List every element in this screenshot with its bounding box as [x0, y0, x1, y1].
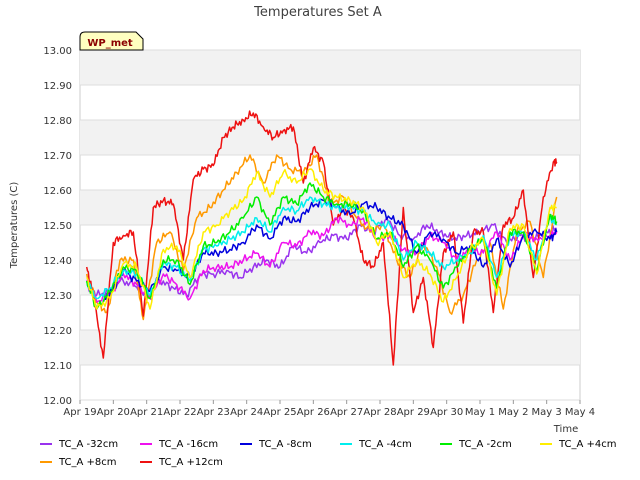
series-line-8 [86, 168, 557, 310]
legend-label: TC_A +4cm [559, 438, 617, 450]
legend-label: TC_A -4cm [359, 438, 412, 450]
legend-swatch [340, 443, 352, 445]
x-tick-label: Apr 27 [330, 407, 363, 418]
x-tick-label: May 2 [498, 407, 528, 418]
y-tick-label: 12.20 [43, 326, 72, 337]
x-tick-label: Apr 22 [163, 407, 196, 418]
legend-swatch [40, 443, 52, 445]
y-tick-label: 12.60 [43, 186, 72, 197]
x-tick-label: Apr 28 [363, 407, 396, 418]
legend-item: TC_A -4cm [340, 436, 412, 452]
series-line-1 [86, 217, 557, 298]
legend-label: TC_A -32cm [59, 438, 119, 450]
legend-swatch [440, 443, 452, 445]
x-tick-label: Apr 25 [263, 407, 296, 418]
series-line-6 [85, 196, 558, 300]
x-axis: Apr 19 Apr 20 Apr 21 Apr 22 Apr 23 Apr 24 Apr … [63, 400, 595, 418]
legend-item: TC_A -32cm [40, 436, 118, 452]
legend-item: TC_A -16cm [140, 436, 218, 452]
series-line-3 [85, 110, 558, 366]
x-axis-label: Time [553, 424, 578, 435]
legend-item: TC_A +4cm [540, 436, 617, 452]
x-tick-label: May 3 [532, 407, 562, 418]
y-axis-label: Temperatures (C) [9, 182, 20, 270]
y-tick-label: 13.00 [43, 46, 72, 57]
y-tick-label: 12.90 [43, 81, 72, 92]
x-tick-label: Apr 23 [197, 407, 230, 418]
grid-band [80, 120, 580, 155]
legend-item: TC_A +8cm [40, 454, 117, 470]
y-tick-label: 12.40 [43, 256, 72, 267]
y-tick-label: 12.30 [43, 291, 72, 302]
y-tick-label: 12.50 [43, 221, 72, 232]
series-line-4 [86, 216, 558, 303]
grid-band [80, 330, 580, 365]
legend-swatch [40, 461, 52, 463]
legend-swatch [540, 443, 552, 445]
y-axis: 12.00 12.10 12.20 12.30 12.40 12.50 12.60 12.70… [43, 46, 72, 407]
station-label: WP_met [87, 38, 133, 49]
legend-item: TC_A -8cm [240, 436, 312, 452]
station-badge: WP_met [79, 31, 144, 51]
legend-label: TC_A -8cm [259, 438, 312, 450]
series-group [85, 110, 558, 366]
chart-title: Temperatures Set A [253, 5, 382, 20]
grid-band [80, 50, 580, 85]
x-tick-label: May 4 [565, 407, 595, 418]
y-tick-label: 12.80 [43, 116, 72, 127]
y-tick-label: 12.10 [43, 361, 72, 372]
x-tick-label: Apr 21 [130, 407, 163, 418]
x-tick-label: Apr 19 [63, 407, 96, 418]
x-tick-label: Apr 20 [97, 407, 130, 418]
legend-item: TC_A +12cm [140, 454, 223, 470]
x-tick-label: Apr 24 [230, 407, 263, 418]
x-tick-label: Apr 26 [297, 407, 330, 418]
legend-swatch [140, 443, 152, 445]
legend-swatch [240, 443, 252, 445]
y-tick-label: 12.70 [43, 151, 72, 162]
x-tick-label: May 1 [465, 407, 495, 418]
legend-label: TC_A -2cm [459, 438, 512, 450]
legend-swatch [140, 461, 152, 463]
x-tick-label: Apr 29 [397, 407, 430, 418]
legend-label: TC_A +12cm [159, 456, 223, 468]
legend: TC_A -32cm TC_A -16cm TC_A -8cm TC_A -4cm TC… [40, 436, 630, 472]
x-tick-label: Apr 30 [430, 407, 463, 418]
legend-label: TC_A +8cm [59, 456, 117, 468]
legend-item: TC_A -2cm [440, 436, 512, 452]
y-tick-label: 12.00 [43, 396, 72, 407]
legend-label: TC_A -16cm [159, 438, 219, 450]
